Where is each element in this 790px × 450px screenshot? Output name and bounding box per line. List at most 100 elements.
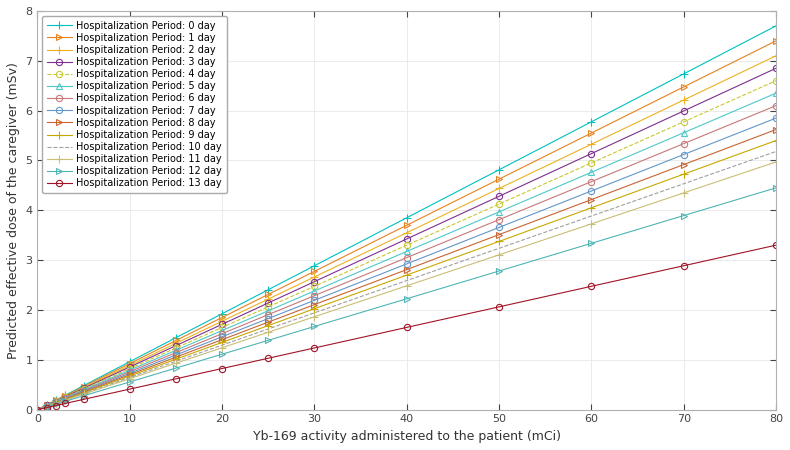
Hospitalization Period: 4 day: (0, 0): 4 day: (0, 0) [32, 407, 42, 412]
Hospitalization Period: 3 day: (80, 6.85): 3 day: (80, 6.85) [771, 66, 781, 71]
Hospitalization Period: 1 day: (20, 1.85): 1 day: (20, 1.85) [217, 315, 227, 320]
Hospitalization Period: 9 day: (50, 3.38): 9 day: (50, 3.38) [495, 239, 504, 244]
Hospitalization Period: 4 day: (2, 0.165): 4 day: (2, 0.165) [51, 399, 61, 404]
Hospitalization Period: 0 day: (50, 4.81): 0 day: (50, 4.81) [495, 167, 504, 172]
Hospitalization Period: 8 day: (50, 3.51): 8 day: (50, 3.51) [495, 232, 504, 237]
Hospitalization Period: 13 day: (60, 2.47): 13 day: (60, 2.47) [587, 284, 596, 289]
Hospitalization Period: 0 day: (10, 0.963): 0 day: (10, 0.963) [125, 359, 134, 364]
Hospitalization Period: 13 day: (40, 1.65): 13 day: (40, 1.65) [402, 325, 412, 330]
Hospitalization Period: 2 day: (30, 2.66): 2 day: (30, 2.66) [310, 274, 319, 279]
Hospitalization Period: 4 day: (60, 4.95): 4 day: (60, 4.95) [587, 160, 596, 166]
Line: Hospitalization Period: 2 day: Hospitalization Period: 2 day [34, 52, 780, 414]
Hospitalization Period: 11 day: (60, 3.73): 11 day: (60, 3.73) [587, 221, 596, 226]
Hospitalization Period: 10 day: (15, 0.971): 10 day: (15, 0.971) [171, 359, 181, 364]
Hospitalization Period: 10 day: (50, 3.24): 10 day: (50, 3.24) [495, 246, 504, 251]
Line: Hospitalization Period: 4 day: Hospitalization Period: 4 day [34, 77, 779, 413]
Hospitalization Period: 5 day: (5, 0.397): 5 day: (5, 0.397) [79, 387, 88, 392]
Hospitalization Period: 5 day: (80, 6.35): 5 day: (80, 6.35) [771, 90, 781, 96]
Hospitalization Period: 11 day: (1, 0.0621): 11 day: (1, 0.0621) [42, 404, 51, 409]
Hospitalization Period: 4 day: (70, 5.77): 4 day: (70, 5.77) [679, 119, 688, 125]
Hospitalization Period: 13 day: (2, 0.0825): 13 day: (2, 0.0825) [51, 403, 61, 408]
Hospitalization Period: 2 day: (60, 5.32): 2 day: (60, 5.32) [587, 142, 596, 147]
Hospitalization Period: 2 day: (50, 4.44): 2 day: (50, 4.44) [495, 186, 504, 191]
Hospitalization Period: 13 day: (20, 0.825): 13 day: (20, 0.825) [217, 366, 227, 371]
Hospitalization Period: 9 day: (25, 1.69): 9 day: (25, 1.69) [264, 323, 273, 328]
Hospitalization Period: 5 day: (0, 0): 5 day: (0, 0) [32, 407, 42, 412]
Hospitalization Period: 6 day: (25, 1.91): 6 day: (25, 1.91) [264, 312, 273, 317]
Hospitalization Period: 7 day: (25, 1.83): 7 day: (25, 1.83) [264, 316, 273, 321]
Hospitalization Period: 3 day: (15, 1.28): 3 day: (15, 1.28) [171, 343, 181, 348]
Hospitalization Period: 11 day: (3, 0.186): 11 day: (3, 0.186) [61, 398, 70, 403]
Hospitalization Period: 1 day: (10, 0.925): 1 day: (10, 0.925) [125, 361, 134, 366]
Hospitalization Period: 13 day: (15, 0.619): 13 day: (15, 0.619) [171, 376, 181, 382]
Hospitalization Period: 9 day: (3, 0.203): 9 day: (3, 0.203) [61, 397, 70, 402]
Hospitalization Period: 6 day: (2, 0.152): 6 day: (2, 0.152) [51, 399, 61, 405]
Hospitalization Period: 7 day: (2, 0.146): 7 day: (2, 0.146) [51, 400, 61, 405]
Hospitalization Period: 7 day: (10, 0.731): 7 day: (10, 0.731) [125, 370, 134, 376]
Hospitalization Period: 3 day: (70, 5.99): 3 day: (70, 5.99) [679, 108, 688, 114]
Hospitalization Period: 8 day: (5, 0.351): 8 day: (5, 0.351) [79, 389, 88, 395]
Hospitalization Period: 12 day: (40, 2.23): 12 day: (40, 2.23) [402, 296, 412, 302]
Hospitalization Period: 0 day: (20, 1.93): 0 day: (20, 1.93) [217, 311, 227, 316]
Hospitalization Period: 0 day: (1, 0.0963): 0 day: (1, 0.0963) [42, 402, 51, 408]
Line: Hospitalization Period: 10 day: Hospitalization Period: 10 day [37, 152, 776, 410]
Hospitalization Period: 4 day: (15, 1.24): 4 day: (15, 1.24) [171, 345, 181, 351]
Hospitalization Period: 5 day: (20, 1.59): 5 day: (20, 1.59) [217, 328, 227, 333]
Hospitalization Period: 6 day: (15, 1.14): 6 day: (15, 1.14) [171, 350, 181, 356]
Line: Hospitalization Period: 12 day: Hospitalization Period: 12 day [34, 185, 779, 413]
Hospitalization Period: 9 day: (5, 0.338): 9 day: (5, 0.338) [79, 390, 88, 396]
Hospitalization Period: 8 day: (2, 0.141): 8 day: (2, 0.141) [51, 400, 61, 405]
Hospitalization Period: 4 day: (25, 2.06): 4 day: (25, 2.06) [264, 304, 273, 310]
Line: Hospitalization Period: 13 day: Hospitalization Period: 13 day [34, 242, 779, 413]
Hospitalization Period: 11 day: (40, 2.48): 11 day: (40, 2.48) [402, 283, 412, 288]
Hospitalization Period: 2 day: (3, 0.266): 2 day: (3, 0.266) [61, 394, 70, 399]
Hospitalization Period: 10 day: (0, 0): 10 day: (0, 0) [32, 407, 42, 412]
Hospitalization Period: 5 day: (2, 0.159): 5 day: (2, 0.159) [51, 399, 61, 405]
Hospitalization Period: 0 day: (60, 5.78): 0 day: (60, 5.78) [587, 119, 596, 125]
Hospitalization Period: 12 day: (3, 0.167): 12 day: (3, 0.167) [61, 399, 70, 404]
Hospitalization Period: 10 day: (1, 0.0648): 10 day: (1, 0.0648) [42, 404, 51, 409]
Hospitalization Period: 8 day: (0, 0): 8 day: (0, 0) [32, 407, 42, 412]
Hospitalization Period: 12 day: (80, 4.45): 12 day: (80, 4.45) [771, 185, 781, 190]
Hospitalization Period: 2 day: (5, 0.444): 2 day: (5, 0.444) [79, 385, 88, 390]
Hospitalization Period: 3 day: (5, 0.428): 3 day: (5, 0.428) [79, 386, 88, 391]
Hospitalization Period: 2 day: (0, 0): 2 day: (0, 0) [32, 407, 42, 412]
Hospitalization Period: 13 day: (0, 0): 13 day: (0, 0) [32, 407, 42, 412]
Hospitalization Period: 1 day: (80, 7.4): 1 day: (80, 7.4) [771, 38, 781, 44]
Hospitalization Period: 0 day: (30, 2.89): 0 day: (30, 2.89) [310, 263, 319, 269]
Hospitalization Period: 5 day: (70, 5.56): 5 day: (70, 5.56) [679, 130, 688, 135]
Hospitalization Period: 8 day: (80, 5.62): 8 day: (80, 5.62) [771, 127, 781, 132]
Hospitalization Period: 7 day: (50, 3.66): 7 day: (50, 3.66) [495, 225, 504, 230]
Hospitalization Period: 6 day: (20, 1.52): 6 day: (20, 1.52) [217, 331, 227, 336]
Hospitalization Period: 10 day: (10, 0.647): 10 day: (10, 0.647) [125, 375, 134, 380]
Hospitalization Period: 7 day: (80, 5.85): 7 day: (80, 5.85) [771, 115, 781, 121]
Hospitalization Period: 0 day: (70, 6.74): 0 day: (70, 6.74) [679, 71, 688, 76]
Hospitalization Period: 1 day: (0, 0): 1 day: (0, 0) [32, 407, 42, 412]
Hospitalization Period: 6 day: (1, 0.0762): 6 day: (1, 0.0762) [42, 403, 51, 409]
Hospitalization Period: 4 day: (5, 0.412): 4 day: (5, 0.412) [79, 387, 88, 392]
Hospitalization Period: 13 day: (1, 0.0412): 13 day: (1, 0.0412) [42, 405, 51, 410]
Hospitalization Period: 5 day: (30, 2.38): 5 day: (30, 2.38) [310, 288, 319, 294]
Line: Hospitalization Period: 8 day: Hospitalization Period: 8 day [34, 126, 779, 413]
Hospitalization Period: 7 day: (15, 1.1): 7 day: (15, 1.1) [171, 352, 181, 358]
Hospitalization Period: 12 day: (70, 3.89): 12 day: (70, 3.89) [679, 213, 688, 218]
Hospitalization Period: 11 day: (2, 0.124): 11 day: (2, 0.124) [51, 401, 61, 406]
Hospitalization Period: 3 day: (25, 2.14): 3 day: (25, 2.14) [264, 300, 273, 306]
Hospitalization Period: 6 day: (5, 0.381): 6 day: (5, 0.381) [79, 388, 88, 393]
Hospitalization Period: 0 day: (2, 0.193): 0 day: (2, 0.193) [51, 397, 61, 403]
Hospitalization Period: 9 day: (20, 1.35): 9 day: (20, 1.35) [217, 340, 227, 345]
Hospitalization Period: 11 day: (50, 3.11): 11 day: (50, 3.11) [495, 252, 504, 257]
Hospitalization Period: 12 day: (0, 0): 12 day: (0, 0) [32, 407, 42, 412]
Hospitalization Period: 13 day: (25, 1.03): 13 day: (25, 1.03) [264, 356, 273, 361]
Hospitalization Period: 8 day: (20, 1.41): 8 day: (20, 1.41) [217, 337, 227, 342]
Hospitalization Period: 2 day: (40, 3.55): 2 day: (40, 3.55) [402, 230, 412, 235]
Hospitalization Period: 10 day: (80, 5.18): 10 day: (80, 5.18) [771, 149, 781, 154]
Line: Hospitalization Period: 7 day: Hospitalization Period: 7 day [34, 115, 779, 413]
Line: Hospitalization Period: 6 day: Hospitalization Period: 6 day [34, 103, 779, 413]
Hospitalization Period: 12 day: (1, 0.0556): 12 day: (1, 0.0556) [42, 404, 51, 410]
X-axis label: Yb-169 activity administered to the patient (mCi): Yb-169 activity administered to the pati… [253, 430, 561, 443]
Hospitalization Period: 3 day: (3, 0.257): 3 day: (3, 0.257) [61, 394, 70, 400]
Hospitalization Period: 7 day: (20, 1.46): 7 day: (20, 1.46) [217, 334, 227, 339]
Hospitalization Period: 9 day: (15, 1.01): 9 day: (15, 1.01) [171, 356, 181, 362]
Hospitalization Period: 1 day: (30, 2.77): 1 day: (30, 2.77) [310, 269, 319, 274]
